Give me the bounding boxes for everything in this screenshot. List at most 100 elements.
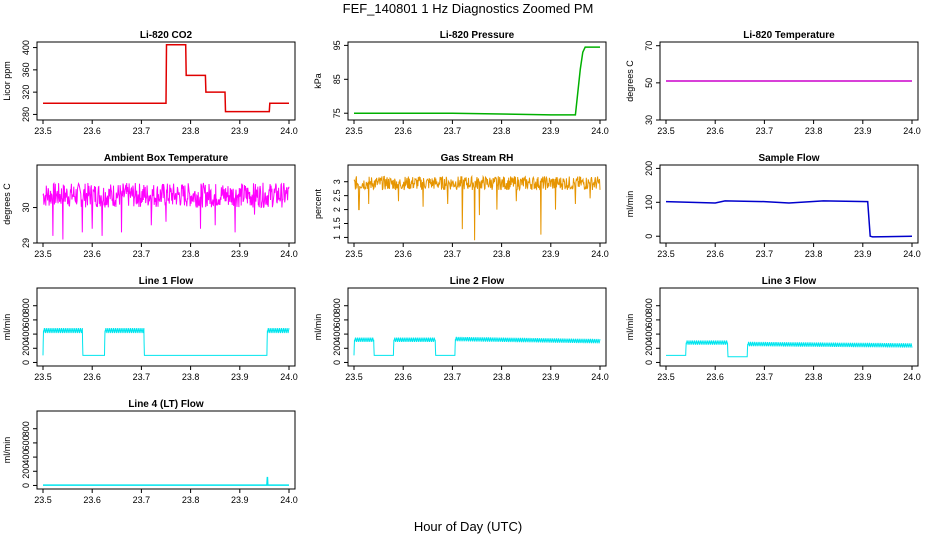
x-tick-label: 23.8 bbox=[493, 249, 511, 259]
panel-title: Ambient Box Temperature bbox=[104, 153, 229, 164]
x-tick-label: 23.9 bbox=[542, 249, 560, 259]
panel-title: Line 3 Flow bbox=[762, 276, 817, 287]
x-tick-label: 23.7 bbox=[133, 495, 151, 505]
y-tick-label: 0 bbox=[21, 360, 31, 365]
y-tick-label: 70 bbox=[644, 41, 654, 51]
x-tick-label: 23.8 bbox=[182, 372, 200, 382]
panel-pressure: Li-820 Pressure kPa 23.5 23.6 23.7 23.8 23.9 24… bbox=[313, 30, 609, 136]
series-line bbox=[354, 46, 600, 116]
panel-sample: Sample Flow ml/min 23.5 23.6 23.7 23.8 23.9 24.… bbox=[625, 153, 921, 259]
x-tick-label: 24.0 bbox=[903, 372, 921, 382]
plot-frame bbox=[659, 287, 919, 367]
y-axis-label: degrees C bbox=[2, 183, 12, 225]
plot-frame bbox=[347, 287, 607, 367]
y-tick-label: 320 bbox=[21, 85, 31, 100]
x-tick-label: 23.7 bbox=[133, 126, 151, 136]
plot-frame bbox=[36, 41, 296, 121]
figure-xlabel: Hour of Day (UTC) bbox=[414, 519, 522, 534]
panel-title: Li-820 CO2 bbox=[140, 30, 193, 41]
x-tick-label: 23.5 bbox=[345, 126, 363, 136]
panel-title: Sample Flow bbox=[758, 153, 819, 164]
y-tick-label: 800 bbox=[21, 421, 31, 436]
series-line bbox=[353, 336, 601, 356]
y-tick-label: 200 bbox=[21, 464, 31, 479]
y-tick-label: 95 bbox=[332, 40, 342, 50]
x-tick-label: 23.6 bbox=[83, 372, 101, 382]
x-tick-label: 23.6 bbox=[706, 126, 724, 136]
x-tick-label: 23.8 bbox=[493, 126, 511, 136]
series-line bbox=[43, 44, 289, 113]
y-tick-label: 600 bbox=[21, 435, 31, 450]
series-line bbox=[353, 174, 601, 241]
x-tick-label: 24.0 bbox=[280, 495, 298, 505]
x-tick-label: 23.9 bbox=[231, 495, 249, 505]
y-tick-label: 2.5 bbox=[332, 189, 342, 202]
plot-frame bbox=[659, 164, 919, 244]
y-tick-label: 85 bbox=[332, 74, 342, 84]
x-tick-label: 24.0 bbox=[280, 249, 298, 259]
panel-line3: Line 3 Flow ml/min 23.5 23.6 23.7 23.8 23.9 24.… bbox=[625, 276, 921, 382]
y-tick-label: 1.5 bbox=[332, 217, 342, 230]
x-tick-label: 23.6 bbox=[394, 249, 412, 259]
y-axis-label: ml/min bbox=[625, 314, 635, 341]
plot-frame bbox=[347, 41, 607, 121]
panel-title: Line 1 Flow bbox=[139, 276, 194, 287]
x-tick-label: 23.5 bbox=[34, 495, 52, 505]
panel-title: Gas Stream RH bbox=[441, 153, 514, 164]
y-tick-label: 400 bbox=[21, 40, 31, 55]
series-line bbox=[665, 200, 913, 238]
x-tick-label: 23.6 bbox=[83, 495, 101, 505]
x-tick-label: 23.6 bbox=[83, 126, 101, 136]
x-tick-label: 23.5 bbox=[34, 372, 52, 382]
y-axis-label: ml/min bbox=[2, 437, 12, 464]
x-tick-label: 23.6 bbox=[394, 372, 412, 382]
panel-title: Line 4 (LT) Flow bbox=[128, 399, 204, 410]
x-tick-label: 23.5 bbox=[345, 249, 363, 259]
x-tick-label: 23.5 bbox=[345, 372, 363, 382]
x-tick-label: 23.8 bbox=[182, 495, 200, 505]
y-tick-label: 400 bbox=[644, 327, 654, 342]
x-tick-label: 23.8 bbox=[805, 126, 823, 136]
x-tick-label: 24.0 bbox=[280, 126, 298, 136]
x-tick-label: 23.6 bbox=[394, 126, 412, 136]
panel-ambient: Ambient Box Temperature degrees C 23.5 23.6… bbox=[2, 153, 298, 259]
y-tick-label: 0 bbox=[644, 360, 654, 365]
y-tick-label: 800 bbox=[21, 298, 31, 313]
x-tick-label: 23.9 bbox=[542, 126, 560, 136]
series-line bbox=[666, 340, 913, 358]
x-tick-label: 23.8 bbox=[182, 249, 200, 259]
x-tick-label: 24.0 bbox=[591, 372, 609, 382]
y-tick-label: 30 bbox=[644, 115, 654, 125]
y-tick-label: 200 bbox=[332, 341, 342, 356]
x-tick-label: 23.8 bbox=[182, 126, 200, 136]
panel-line1: Line 1 Flow ml/min 23.5 23.6 23.7 23.8 23.9 24.… bbox=[2, 276, 298, 382]
x-tick-label: 23.7 bbox=[756, 249, 774, 259]
x-tick-label: 23.6 bbox=[83, 249, 101, 259]
y-tick-label: 100 bbox=[644, 195, 654, 210]
y-tick-label: 400 bbox=[332, 327, 342, 342]
series-line bbox=[42, 328, 290, 356]
panel-temp: Li-820 Temperature degrees C 23.5 23.6 23.7 2… bbox=[625, 30, 921, 136]
y-tick-label: 200 bbox=[644, 341, 654, 356]
x-tick-label: 23.7 bbox=[444, 249, 462, 259]
plot-frame bbox=[36, 410, 296, 490]
x-tick-label: 23.7 bbox=[756, 126, 774, 136]
y-tick-label: 50 bbox=[644, 78, 654, 88]
panel-co2: Li-820 CO2 Licor ppm 23.5 23.6 23.7 23.8 23.9 2… bbox=[2, 30, 298, 136]
x-tick-label: 24.0 bbox=[903, 249, 921, 259]
y-tick-label: 30 bbox=[21, 203, 31, 213]
x-tick-label: 23.9 bbox=[854, 249, 872, 259]
panel-line2: Line 2 Flow ml/min 23.5 23.6 23.7 23.8 23.9 24.… bbox=[313, 276, 609, 382]
y-axis-label: degrees C bbox=[625, 60, 635, 102]
plot-frame bbox=[659, 41, 919, 121]
y-tick-label: 800 bbox=[332, 298, 342, 313]
x-tick-label: 23.5 bbox=[657, 249, 675, 259]
y-tick-label: 400 bbox=[21, 327, 31, 342]
x-tick-label: 23.9 bbox=[854, 126, 872, 136]
plot-frame bbox=[36, 287, 296, 367]
x-tick-label: 24.0 bbox=[280, 372, 298, 382]
plot-frame bbox=[36, 164, 296, 244]
y-tick-label: 600 bbox=[644, 312, 654, 327]
x-tick-label: 24.0 bbox=[591, 249, 609, 259]
